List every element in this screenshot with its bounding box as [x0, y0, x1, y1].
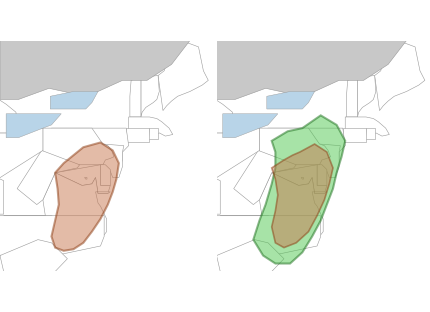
Polygon shape	[271, 165, 326, 193]
Polygon shape	[84, 178, 87, 179]
Polygon shape	[346, 77, 356, 117]
Polygon shape	[374, 41, 424, 110]
Polygon shape	[206, 128, 259, 184]
Polygon shape	[271, 144, 332, 248]
Polygon shape	[147, 174, 220, 214]
Polygon shape	[43, 128, 129, 184]
Polygon shape	[316, 165, 326, 185]
Polygon shape	[220, 173, 326, 236]
Polygon shape	[0, 174, 4, 214]
Polygon shape	[158, 41, 208, 110]
Polygon shape	[55, 165, 110, 193]
Polygon shape	[124, 120, 166, 208]
Polygon shape	[233, 150, 295, 205]
Polygon shape	[129, 77, 141, 117]
Polygon shape	[342, 128, 365, 143]
Polygon shape	[0, 128, 43, 184]
Polygon shape	[216, 17, 424, 100]
Polygon shape	[166, 133, 206, 195]
Polygon shape	[126, 128, 149, 143]
Polygon shape	[51, 143, 119, 251]
Polygon shape	[0, 96, 18, 133]
Polygon shape	[266, 91, 314, 109]
Polygon shape	[197, 271, 254, 312]
Polygon shape	[0, 216, 104, 257]
Polygon shape	[4, 173, 110, 236]
Polygon shape	[139, 214, 212, 240]
Polygon shape	[301, 178, 303, 179]
Polygon shape	[253, 115, 344, 264]
Polygon shape	[0, 17, 208, 100]
Polygon shape	[356, 76, 375, 117]
Polygon shape	[364, 128, 374, 139]
Polygon shape	[319, 144, 340, 178]
Polygon shape	[148, 128, 158, 139]
Polygon shape	[212, 216, 320, 257]
Polygon shape	[103, 144, 123, 178]
Polygon shape	[259, 128, 330, 165]
Polygon shape	[222, 114, 277, 138]
Polygon shape	[17, 150, 80, 205]
Polygon shape	[216, 240, 283, 287]
Polygon shape	[0, 240, 67, 287]
Polygon shape	[129, 117, 172, 139]
Polygon shape	[43, 128, 114, 165]
Polygon shape	[6, 114, 61, 138]
Polygon shape	[141, 76, 159, 117]
Polygon shape	[50, 91, 98, 109]
Polygon shape	[0, 271, 38, 312]
Polygon shape	[344, 117, 388, 139]
Polygon shape	[185, 96, 234, 133]
Polygon shape	[259, 128, 344, 184]
Polygon shape	[100, 165, 110, 185]
